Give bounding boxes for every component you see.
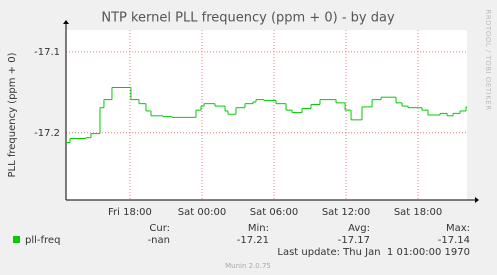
stat-value: -17.21	[237, 235, 269, 246]
stat-value: -nan	[148, 235, 170, 246]
stat-label: Min:	[248, 223, 269, 234]
x-tick-label: Sat 18:00	[394, 207, 442, 218]
x-tick-label: Sat 12:00	[322, 207, 370, 218]
plot-area	[66, 30, 467, 200]
x-axis-arrow	[475, 197, 479, 203]
stat-label: Max:	[446, 223, 470, 234]
x-tick-label: Fri 18:00	[108, 207, 152, 218]
legend-label: pll-freq	[25, 235, 60, 246]
chart-title: NTP kernel PLL frequency (ppm + 0) - by …	[101, 11, 395, 26]
stat-label: Avg:	[348, 223, 370, 234]
y-tick-label: -17.1	[34, 47, 60, 58]
y-axis-arrow	[63, 20, 69, 24]
x-tick-label: Sat 00:00	[178, 207, 226, 218]
x-tick-label: Sat 06:00	[250, 207, 298, 218]
legend-swatch	[13, 236, 20, 243]
y-axis-label: PLL frequency (ppm + 0)	[7, 52, 18, 177]
stat-value: -17.14	[438, 235, 470, 246]
stat-label: Cur:	[149, 223, 170, 234]
stat-value: -17.17	[338, 235, 370, 246]
y-tick-label: -17.2	[34, 128, 60, 139]
last-update: Last update: Thu Jan 1 01:00:00 1970	[277, 247, 470, 258]
footer: Munin 2.0.75	[225, 262, 271, 270]
watermark: RRDTOOL / TOBI OETIKER	[484, 9, 492, 110]
